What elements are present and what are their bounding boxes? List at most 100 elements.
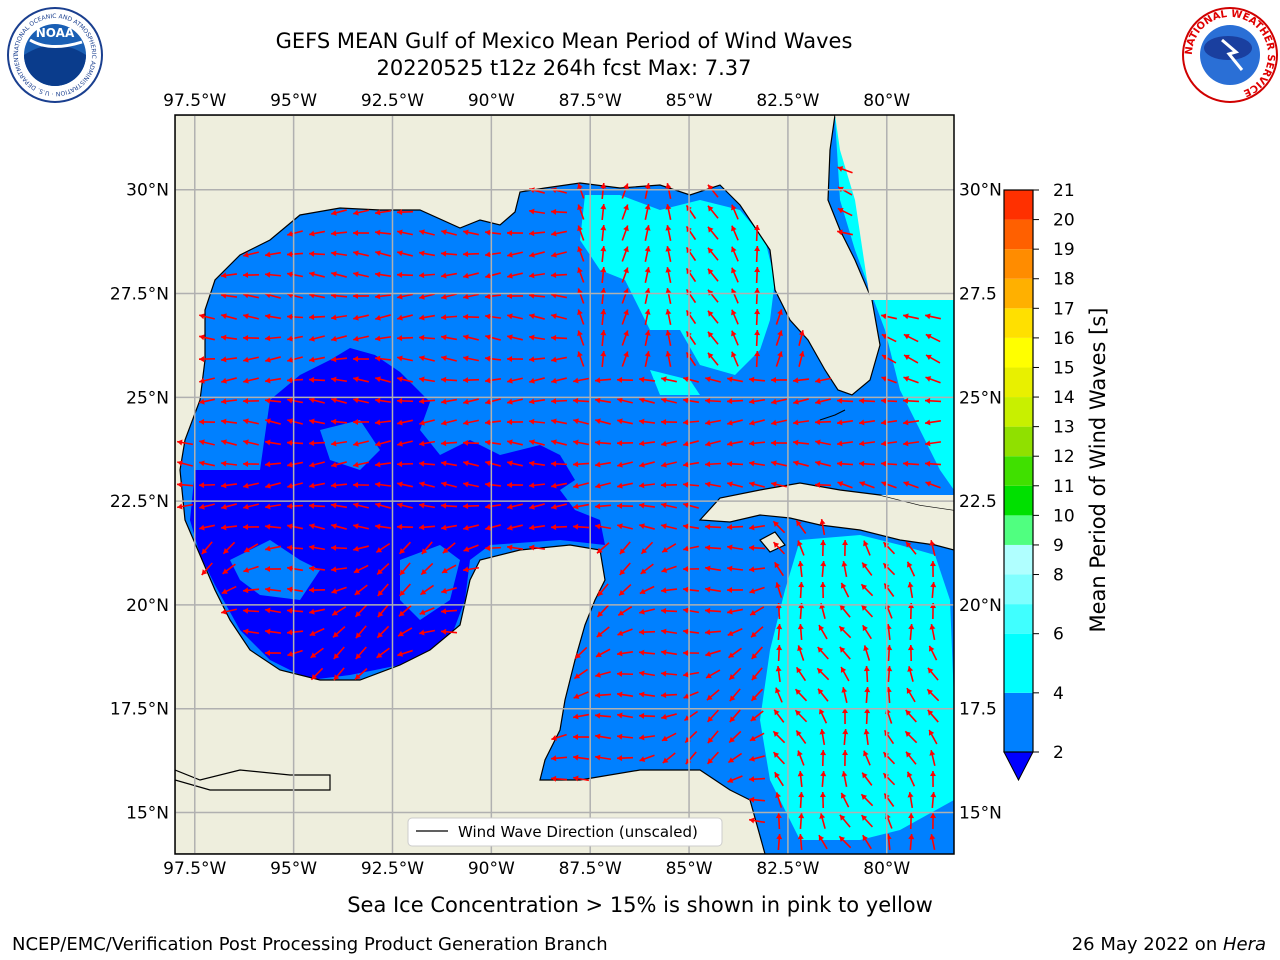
wind-wave-vector-head [907,666,914,672]
land [175,115,954,854]
wind-wave-vector-head [331,376,337,383]
wind-wave-vector-head [749,776,755,783]
wind-wave-vector-head [881,419,887,426]
wind-wave-vector-head [907,771,913,778]
wind-wave-vector-head [397,651,404,657]
wind-wave-vector-head [707,737,714,744]
wind-wave-vector-head [775,813,782,819]
wind-wave-vector-head [397,271,403,278]
wind-wave-vector-head [859,397,865,404]
wind-wave-vector-head [397,461,403,468]
wind-wave-vector-head [905,710,912,716]
wind-wave-vector-head [375,376,381,383]
wind-wave-vector-head [749,419,755,426]
wind-wave-vector-head [665,246,672,252]
wind-wave-vector-head [595,712,601,719]
wind-wave-vector-head [815,377,821,384]
wind-wave-vector-head [397,376,403,383]
wind-wave-vector-head [331,230,337,237]
wind-wave-vector-head [577,183,583,190]
wind-wave-vector-head [287,523,293,530]
wind-wave-vector-head [177,460,183,467]
wind-wave-vector-head [707,247,714,254]
wind-wave-vector-head [775,792,781,799]
wind-wave-vector-head [929,540,936,546]
lon-tick-label-top: 82.5°W [756,91,819,111]
lat-tick-label-right: 22.5 [959,492,997,512]
wind-wave-vector-head [707,205,714,212]
wind-wave-vector-head [463,566,469,573]
wind-wave-vector-head [397,293,403,300]
wind-wave-vector-head [485,460,491,467]
wind-wave-vector-head [930,813,937,819]
wind-wave-vector-head [573,503,579,510]
wind-wave-vector-head [661,523,667,530]
lat-tick-label-right: 25°N [959,388,1002,408]
wind-wave-vector-head [731,309,737,316]
wind-wave-vector-head [287,397,293,404]
wind-wave-vector-head [774,709,780,716]
wind-wave-vector-head [507,398,513,405]
wind-wave-vector-head [861,605,868,611]
wind-wave-vector-head [353,461,359,468]
wind-wave-vector-head [595,439,601,446]
wind-wave-vector-head [623,204,629,211]
wind-wave-vector-head [397,419,403,426]
wind-wave-vector-head [729,673,735,680]
wind-wave-vector-head [507,355,513,362]
wind-wave-vector-head [600,246,607,252]
wind-wave-vector-head [639,440,645,447]
wind-wave-vector-head [421,548,428,555]
wind-wave-vector-head [265,545,271,552]
wind-wave-vector-head [903,460,909,467]
wind-wave-vector-head [309,608,315,615]
wind-wave-vector-head [705,629,711,636]
wind-wave-vector-head [617,712,623,719]
wind-wave-vector-head [639,461,645,468]
lon-tick-label-top: 90°W [468,91,515,111]
wind-wave-vector-head [463,419,469,426]
wind-wave-vector-head [777,351,783,358]
lat-tick-label-right: 27.5 [959,285,997,305]
wind-wave-vector-head [727,565,733,572]
wind-wave-vector-head [287,313,293,320]
wind-wave-vector-head [617,523,623,530]
wind-wave-vector-head [529,272,535,279]
wind-wave-vector-head [754,351,761,357]
wind-wave-vector-head [573,418,579,425]
wind-wave-vector-head [665,183,672,189]
wind-wave-vector-head [551,439,557,446]
wind-wave-vector-head [199,418,205,425]
period-patch [400,545,460,620]
wind-wave-vector-head [441,502,447,509]
wind-wave-vector-head [837,397,843,404]
wind-wave-vector-head [507,272,513,279]
wind-wave-vector-head [331,209,337,216]
colorbar-tick-label: 17 [1053,299,1075,319]
wind-wave-vector-head [243,418,249,425]
wind-wave-vector-head [819,792,826,798]
wind-wave-vector-head [551,398,557,405]
wind-wave-vector-head [265,607,271,614]
wind-wave-vector-head [309,502,315,509]
map-frame [174,114,955,855]
wind-wave-vector-head [903,376,910,382]
wind-wave-vector-head [817,647,824,653]
wind-wave-vector-head [754,330,761,336]
wind-wave-vector-head [441,398,447,405]
wind-wave-vector-head [551,524,557,531]
wind-wave-vector-head [397,502,403,509]
wind-wave-vector-head [199,377,205,384]
wind-wave-vector-head [662,546,668,553]
wind-wave-vector-head [419,398,425,405]
wind-wave-vector-head [331,544,337,551]
wind-wave-vector-head [837,166,844,172]
wind-wave-vector-head [529,356,535,363]
wind-wave-vector-head [903,419,909,426]
wind-wave-vector-head [551,460,557,467]
wind-wave-vector-head [859,460,865,467]
wind-wave-vector-head [840,666,847,673]
wind-wave-vector-head [311,674,318,680]
wind-wave-vector-head [221,608,227,615]
